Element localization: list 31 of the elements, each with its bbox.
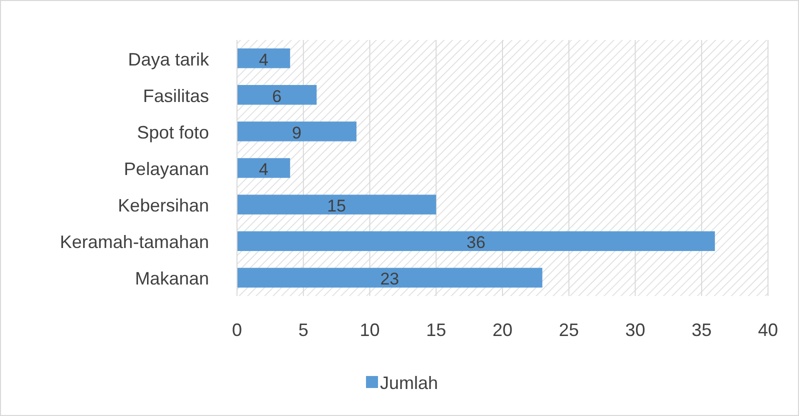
x-tick-label: 20 — [492, 320, 513, 340]
x-tick-label: 30 — [625, 320, 646, 340]
bar — [237, 231, 715, 252]
data-label: 9 — [292, 123, 302, 142]
y-tick-label: Makanan — [134, 268, 209, 289]
y-tick-label: Daya tarik — [128, 49, 210, 70]
data-label: 36 — [466, 233, 486, 252]
y-tick-label: Keramah-tamahan — [60, 232, 209, 252]
y-tick-label: Fasilitas — [142, 86, 209, 106]
x-tick-label: 10 — [360, 320, 380, 340]
x-tick-label: 35 — [692, 320, 712, 340]
y-tick-label: Pelayanan — [124, 159, 209, 179]
bar — [237, 158, 290, 178]
x-tick-label: 25 — [558, 320, 579, 340]
bar — [237, 122, 356, 142]
data-label: 4 — [258, 160, 268, 179]
data-label: 15 — [327, 196, 346, 216]
y-tick-label: Kebersihan — [118, 196, 209, 216]
bar — [237, 84, 317, 105]
x-tick-label: 40 — [758, 320, 778, 340]
data-label: 23 — [380, 270, 400, 289]
bar — [237, 194, 436, 214]
x-tick-label: 15 — [426, 320, 446, 340]
legend-label: Jumlah — [380, 373, 438, 393]
x-tick-label: 0 — [232, 320, 242, 340]
x-tick-label: 5 — [298, 320, 308, 340]
data-label: 6 — [272, 86, 282, 106]
bar — [237, 48, 290, 68]
bar — [237, 268, 542, 288]
y-tick-label: Spot foto — [136, 122, 209, 142]
data-label: 4 — [258, 50, 268, 70]
